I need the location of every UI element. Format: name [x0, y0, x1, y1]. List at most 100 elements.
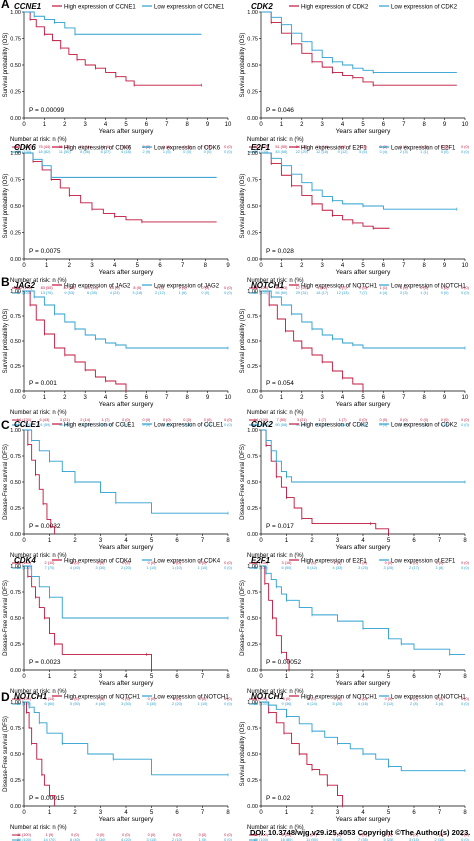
y-axis-label: Survival probability (OS) [3, 174, 9, 239]
risk-low-cell: 0 (0) [224, 291, 233, 295]
x-tick-label: 4 [361, 674, 365, 680]
p-value: P = 0.00015 [29, 795, 65, 802]
risk-low-cell: 0 (0) [204, 423, 213, 427]
risk-high-cell: 2 (3) [359, 286, 368, 290]
km-curve-low [24, 11, 202, 35]
x-tick-label: 5 [361, 395, 365, 401]
y-tick-label: 0.00 [10, 532, 21, 538]
km-curve-low [261, 429, 465, 483]
y-tick-label: 1.00 [247, 151, 258, 157]
risk-high-cell: 0 (0) [385, 833, 394, 837]
risk-low-cell: 6 (30) [96, 838, 107, 841]
y-tick-label: 0.75 [10, 37, 21, 43]
risk-high-cell: 0 (0) [359, 418, 368, 422]
km-curve-high [24, 152, 217, 223]
risk-low-cell: 0 (0) [461, 423, 470, 427]
km-curve-low [24, 429, 228, 514]
risk-high-cell: 0 (0) [173, 697, 182, 701]
x-tick-label: 8 [186, 122, 190, 128]
risk-high-cell: 3 (14) [45, 697, 56, 701]
risk-low-cell: 2 (10) [435, 838, 446, 841]
risk-low-cell: 9 (12) [338, 150, 349, 154]
x-tick-label: 0 [22, 263, 26, 269]
legend-high-label: High expression of CDK4 [64, 559, 132, 565]
x-tick-label: 4 [104, 122, 108, 128]
risk-high-cell: 0 (0) [436, 697, 445, 701]
risk-high-cell: 0 (0) [183, 145, 192, 149]
risk-high-cell: 0 (0) [441, 418, 450, 422]
x-tick-label: 3 [336, 674, 340, 680]
risk-high-cell: 0 (0) [410, 561, 419, 565]
x-tick-label: 0 [259, 538, 263, 544]
figure-footer: DOI: 10.3748/wjg.v29.i25.4053 Copyright … [250, 828, 470, 837]
p-value: P = 0.028 [266, 248, 294, 255]
risk-high-cell: 0 (0) [173, 561, 182, 565]
risk-low-cell: 0 (0) [224, 423, 233, 427]
x-tick-label: 7 [181, 263, 185, 269]
risk-high-cell: 11 (100) [17, 833, 32, 837]
y-tick-label: 0.25 [247, 642, 258, 648]
risk-low-cell: 1 (10) [172, 566, 183, 570]
p-value: P = 0.046 [266, 107, 294, 114]
y-tick-label: 1.00 [10, 151, 21, 157]
risk-high-cell: 0 (0) [334, 833, 343, 837]
x-tick-label: 6 [382, 395, 386, 401]
y-tick-label: 0.00 [247, 532, 258, 538]
x-tick-label: 4 [361, 538, 365, 544]
x-tick-label: 8 [463, 810, 467, 816]
x-axis-label: Years after surgery [99, 816, 154, 823]
y-tick-label: 0.50 [10, 752, 21, 758]
risk-high-cell: 0 (0) [420, 286, 429, 290]
x-tick-label: 3 [99, 810, 103, 816]
risk-low-cell: 1 (1) [183, 423, 192, 427]
x-tick-label: 8 [423, 263, 427, 269]
risk-high-cell: 0 (0) [441, 145, 450, 149]
x-tick-label: 0 [22, 122, 26, 128]
y-tick-label: 0.00 [247, 389, 258, 395]
risk-high-cell: 0 (0) [71, 561, 80, 565]
gene-title: E2F1 [251, 143, 271, 152]
risk-low-cell: 0 (0) [441, 150, 450, 154]
risk-low-cell: 2 (8) [410, 702, 419, 706]
risk-low-cell: 9 (45) [333, 838, 344, 841]
risk-high-cell: 0 (0) [122, 418, 131, 422]
legend-high-label: High expression of NOTCH1 [64, 695, 141, 701]
risk-low-cell: 45 (58) [275, 150, 288, 154]
risk-low-cell: 3 (15) [147, 838, 158, 841]
km-curve-low [24, 152, 217, 178]
x-tick-label: 5 [387, 674, 391, 680]
risk-low-cell: 0 (0) [224, 838, 233, 841]
x-tick-label: 7 [402, 395, 406, 401]
x-tick-label: 9 [226, 263, 230, 269]
risk-low-cell: 3 (4) [379, 150, 388, 154]
risk-low-cell: 91 (59) [38, 423, 51, 427]
x-tick-label: 1 [48, 810, 52, 816]
risk-high-cell: 1 (5) [97, 697, 106, 701]
y-tick-label: 0.75 [247, 590, 258, 596]
y-axis-label: Disease-Free survival (DFS) [3, 716, 9, 792]
risk-low-cell: 5 (3) [379, 423, 388, 427]
risk-low-cell: 8 (36) [80, 150, 91, 154]
legend-low-label: Low expression of NOTCH1 [391, 284, 466, 290]
x-tick-label: 8 [423, 395, 427, 401]
risk-low-cell: 18 (82) [38, 150, 51, 154]
legend-high-label: High expression of CDK6 [64, 146, 132, 152]
x-tick-label: 9 [206, 122, 210, 128]
risk-high-cell: 0 (0) [283, 697, 292, 701]
y-tick-label: 0.75 [10, 726, 21, 732]
x-tick-label: 4 [124, 810, 128, 816]
y-tick-label: 0.75 [10, 314, 21, 320]
x-tick-label: 6 [175, 810, 179, 816]
y-tick-label: 0.25 [10, 231, 21, 237]
km-panel-2: CDK2 High expression of CDK2 Low expressio… [240, 2, 470, 154]
x-tick-label: 9 [206, 395, 210, 401]
risk-low-cell: 2 (12) [155, 291, 166, 295]
risk-high-cell: 3 (16) [282, 561, 293, 565]
x-tick-label: 9 [443, 395, 447, 401]
x-tick-label: 6 [412, 810, 416, 816]
risk-high-cell: 0 (0) [441, 286, 450, 290]
risk-high-cell: 0 (0) [224, 833, 233, 837]
y-tick-label: 0.75 [10, 590, 21, 596]
km-curve-high [24, 565, 152, 670]
x-tick-label: 4 [341, 263, 345, 269]
